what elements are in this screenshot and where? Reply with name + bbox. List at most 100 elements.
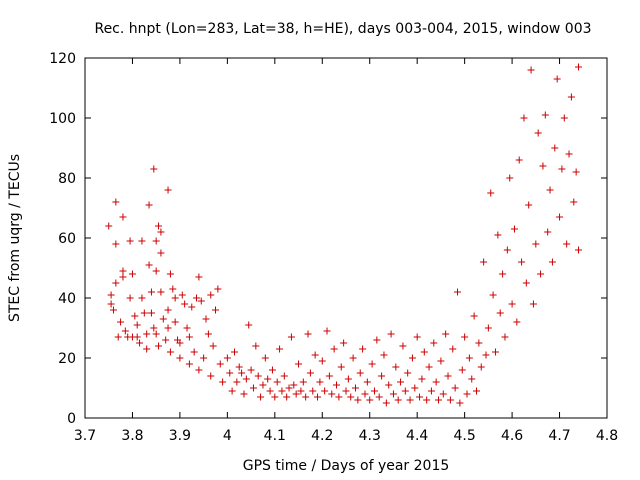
x-tick-label: 4.5 (454, 428, 476, 444)
data-point-marker (333, 381, 341, 389)
data-point-marker (152, 267, 160, 275)
data-point-marker (473, 387, 480, 395)
data-point-marker (537, 270, 545, 278)
data-point-marker (413, 333, 421, 341)
data-point-marker (147, 288, 155, 296)
data-point-marker (164, 186, 172, 194)
data-point-marker (323, 327, 331, 335)
data-point-marker (366, 396, 374, 404)
data-point-marker (378, 372, 386, 380)
x-axis-title: GPS time / Days of year 2015 (243, 458, 450, 474)
data-point-marker (311, 351, 319, 359)
data-point-marker (506, 174, 514, 182)
data-point-marker (304, 330, 312, 338)
data-point-marker (200, 354, 208, 362)
data-point-marker (247, 366, 255, 374)
data-point-marker (164, 324, 172, 332)
y-axis: 0 20 40 60 80 100 120 (49, 51, 607, 427)
data-point-marker (337, 363, 345, 371)
y-tick-label: 60 (58, 231, 76, 247)
data-point-marker (529, 300, 537, 308)
data-point-marker (235, 363, 243, 371)
data-point-marker (150, 324, 158, 332)
data-point-marker (435, 396, 443, 404)
data-point-marker (155, 342, 163, 350)
x-tick-label: 4.1 (264, 428, 286, 444)
data-point-marker (406, 396, 414, 404)
data-point-marker (477, 363, 485, 371)
data-point-marker (166, 348, 174, 356)
data-point-marker (558, 165, 566, 173)
data-point-marker (230, 348, 238, 356)
data-point-marker (181, 300, 189, 308)
data-point-marker (373, 336, 381, 344)
data-point-marker (252, 342, 260, 350)
data-point-marker (264, 375, 272, 383)
data-point-marker (271, 393, 279, 401)
y-tick-label: 20 (58, 351, 76, 367)
data-point-marker (567, 93, 575, 101)
data-point-marker (532, 240, 540, 248)
data-point-marker (121, 327, 129, 335)
data-point-marker (150, 165, 158, 173)
data-point-marker (404, 369, 412, 377)
data-point-marker (318, 357, 326, 365)
data-point-marker (171, 294, 179, 302)
data-point-marker (314, 393, 322, 401)
data-point-marker (325, 372, 333, 380)
data-point-marker (119, 273, 127, 281)
data-point-marker (178, 291, 186, 299)
data-point-marker (408, 354, 416, 362)
data-point-marker (283, 393, 291, 401)
data-point-marker (292, 390, 300, 398)
data-point-marker (254, 372, 262, 380)
data-point-marker (176, 339, 184, 347)
data-point-marker (112, 240, 120, 248)
data-point-marker (411, 384, 419, 392)
x-axis: 3.7 3.8 3.9 4 4.1 4.2 4.3 4.4 4.5 4.6 4.7 4.8 (74, 58, 618, 444)
data-points (105, 63, 583, 407)
data-point-marker (126, 294, 134, 302)
data-point-marker (499, 270, 507, 278)
data-point-marker (157, 288, 165, 296)
data-point-marker (112, 279, 120, 287)
data-point-marker (363, 378, 371, 386)
data-point-marker (392, 363, 400, 371)
data-point-marker (297, 387, 305, 395)
data-point-marker (183, 324, 191, 332)
data-point-marker (171, 318, 179, 326)
data-point-marker (302, 393, 310, 401)
y-tick-label: 0 (67, 411, 76, 427)
data-point-marker (446, 396, 454, 404)
data-point-marker (354, 396, 362, 404)
data-point-marker (349, 354, 357, 362)
data-point-marker (193, 294, 201, 302)
y-tick-label: 40 (58, 291, 76, 307)
x-tick-label: 4.8 (596, 428, 618, 444)
data-point-marker (242, 375, 250, 383)
data-point-marker (157, 249, 165, 257)
data-point-marker (214, 285, 222, 293)
data-point-marker (185, 360, 193, 368)
x-tick-label: 4.3 (359, 428, 381, 444)
data-point-marker (138, 294, 146, 302)
data-point-marker (463, 390, 471, 398)
data-point-marker (387, 330, 395, 338)
data-point-marker (575, 246, 583, 254)
data-point-marker (451, 384, 459, 392)
x-tick-label: 3.9 (169, 428, 191, 444)
data-point-marker (489, 291, 497, 299)
data-point-marker (257, 393, 265, 401)
data-point-marker (361, 390, 369, 398)
data-point-marker (432, 378, 440, 386)
data-point-marker (117, 318, 125, 326)
data-point-marker (109, 306, 117, 314)
data-point-marker (496, 309, 504, 317)
y-tick-label: 120 (49, 51, 76, 67)
data-point-marker (207, 372, 215, 380)
data-point-marker (458, 366, 466, 374)
data-point-marker (399, 342, 407, 350)
data-point-marker (551, 144, 559, 152)
data-point-marker (145, 261, 153, 269)
data-point-marker (370, 387, 378, 395)
